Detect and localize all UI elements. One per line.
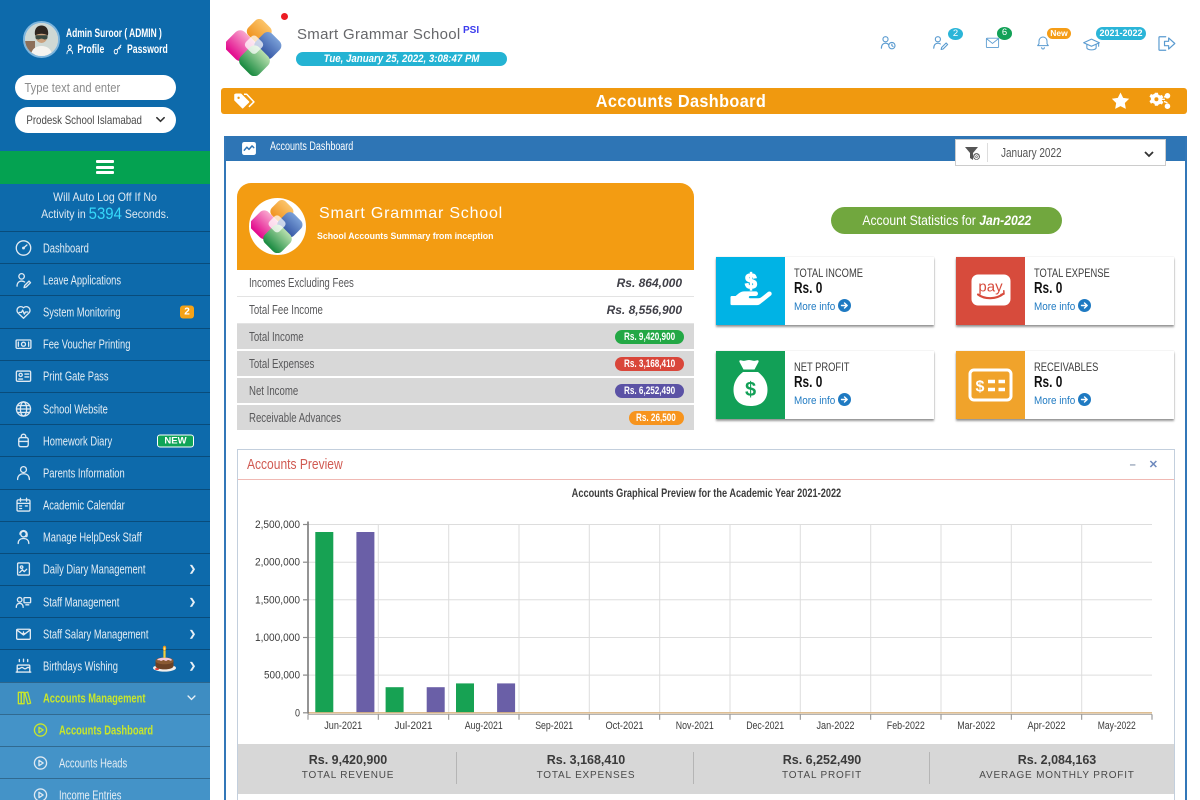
svg-text:2,000,000: 2,000,000 (255, 557, 300, 569)
svg-text:Oct-2021: Oct-2021 (606, 720, 644, 732)
svg-text:1,500,000: 1,500,000 (255, 594, 300, 606)
svg-text:Mar-2022: Mar-2022 (957, 720, 995, 732)
svg-text:Feb-2022: Feb-2022 (887, 720, 925, 732)
svg-text:May-2022: May-2022 (1098, 720, 1136, 732)
svg-text:0: 0 (295, 707, 300, 719)
svg-text:⚙: ⚙ (974, 153, 980, 161)
svg-text:Jan-2022: Jan-2022 (817, 720, 855, 732)
svg-text:$: $ (976, 379, 985, 396)
svg-text:2,500,000: 2,500,000 (255, 519, 300, 531)
svg-text:Aug-2021: Aug-2021 (465, 720, 503, 732)
svg-text:$: $ (745, 271, 757, 294)
svg-text:Jul-2021: Jul-2021 (395, 720, 433, 732)
svg-text:1,000,000: 1,000,000 (255, 632, 300, 644)
svg-text:pay: pay (978, 279, 1003, 296)
svg-text:Sep-2021: Sep-2021 (535, 720, 573, 732)
svg-text:Apr-2022: Apr-2022 (1028, 720, 1066, 732)
svg-text:Dec-2021: Dec-2021 (746, 720, 784, 732)
svg-text:Nov-2021: Nov-2021 (676, 720, 714, 732)
svg-text:500,000: 500,000 (264, 670, 300, 682)
svg-text:Jun-2021: Jun-2021 (324, 720, 362, 732)
svg-text:$: $ (745, 379, 756, 401)
